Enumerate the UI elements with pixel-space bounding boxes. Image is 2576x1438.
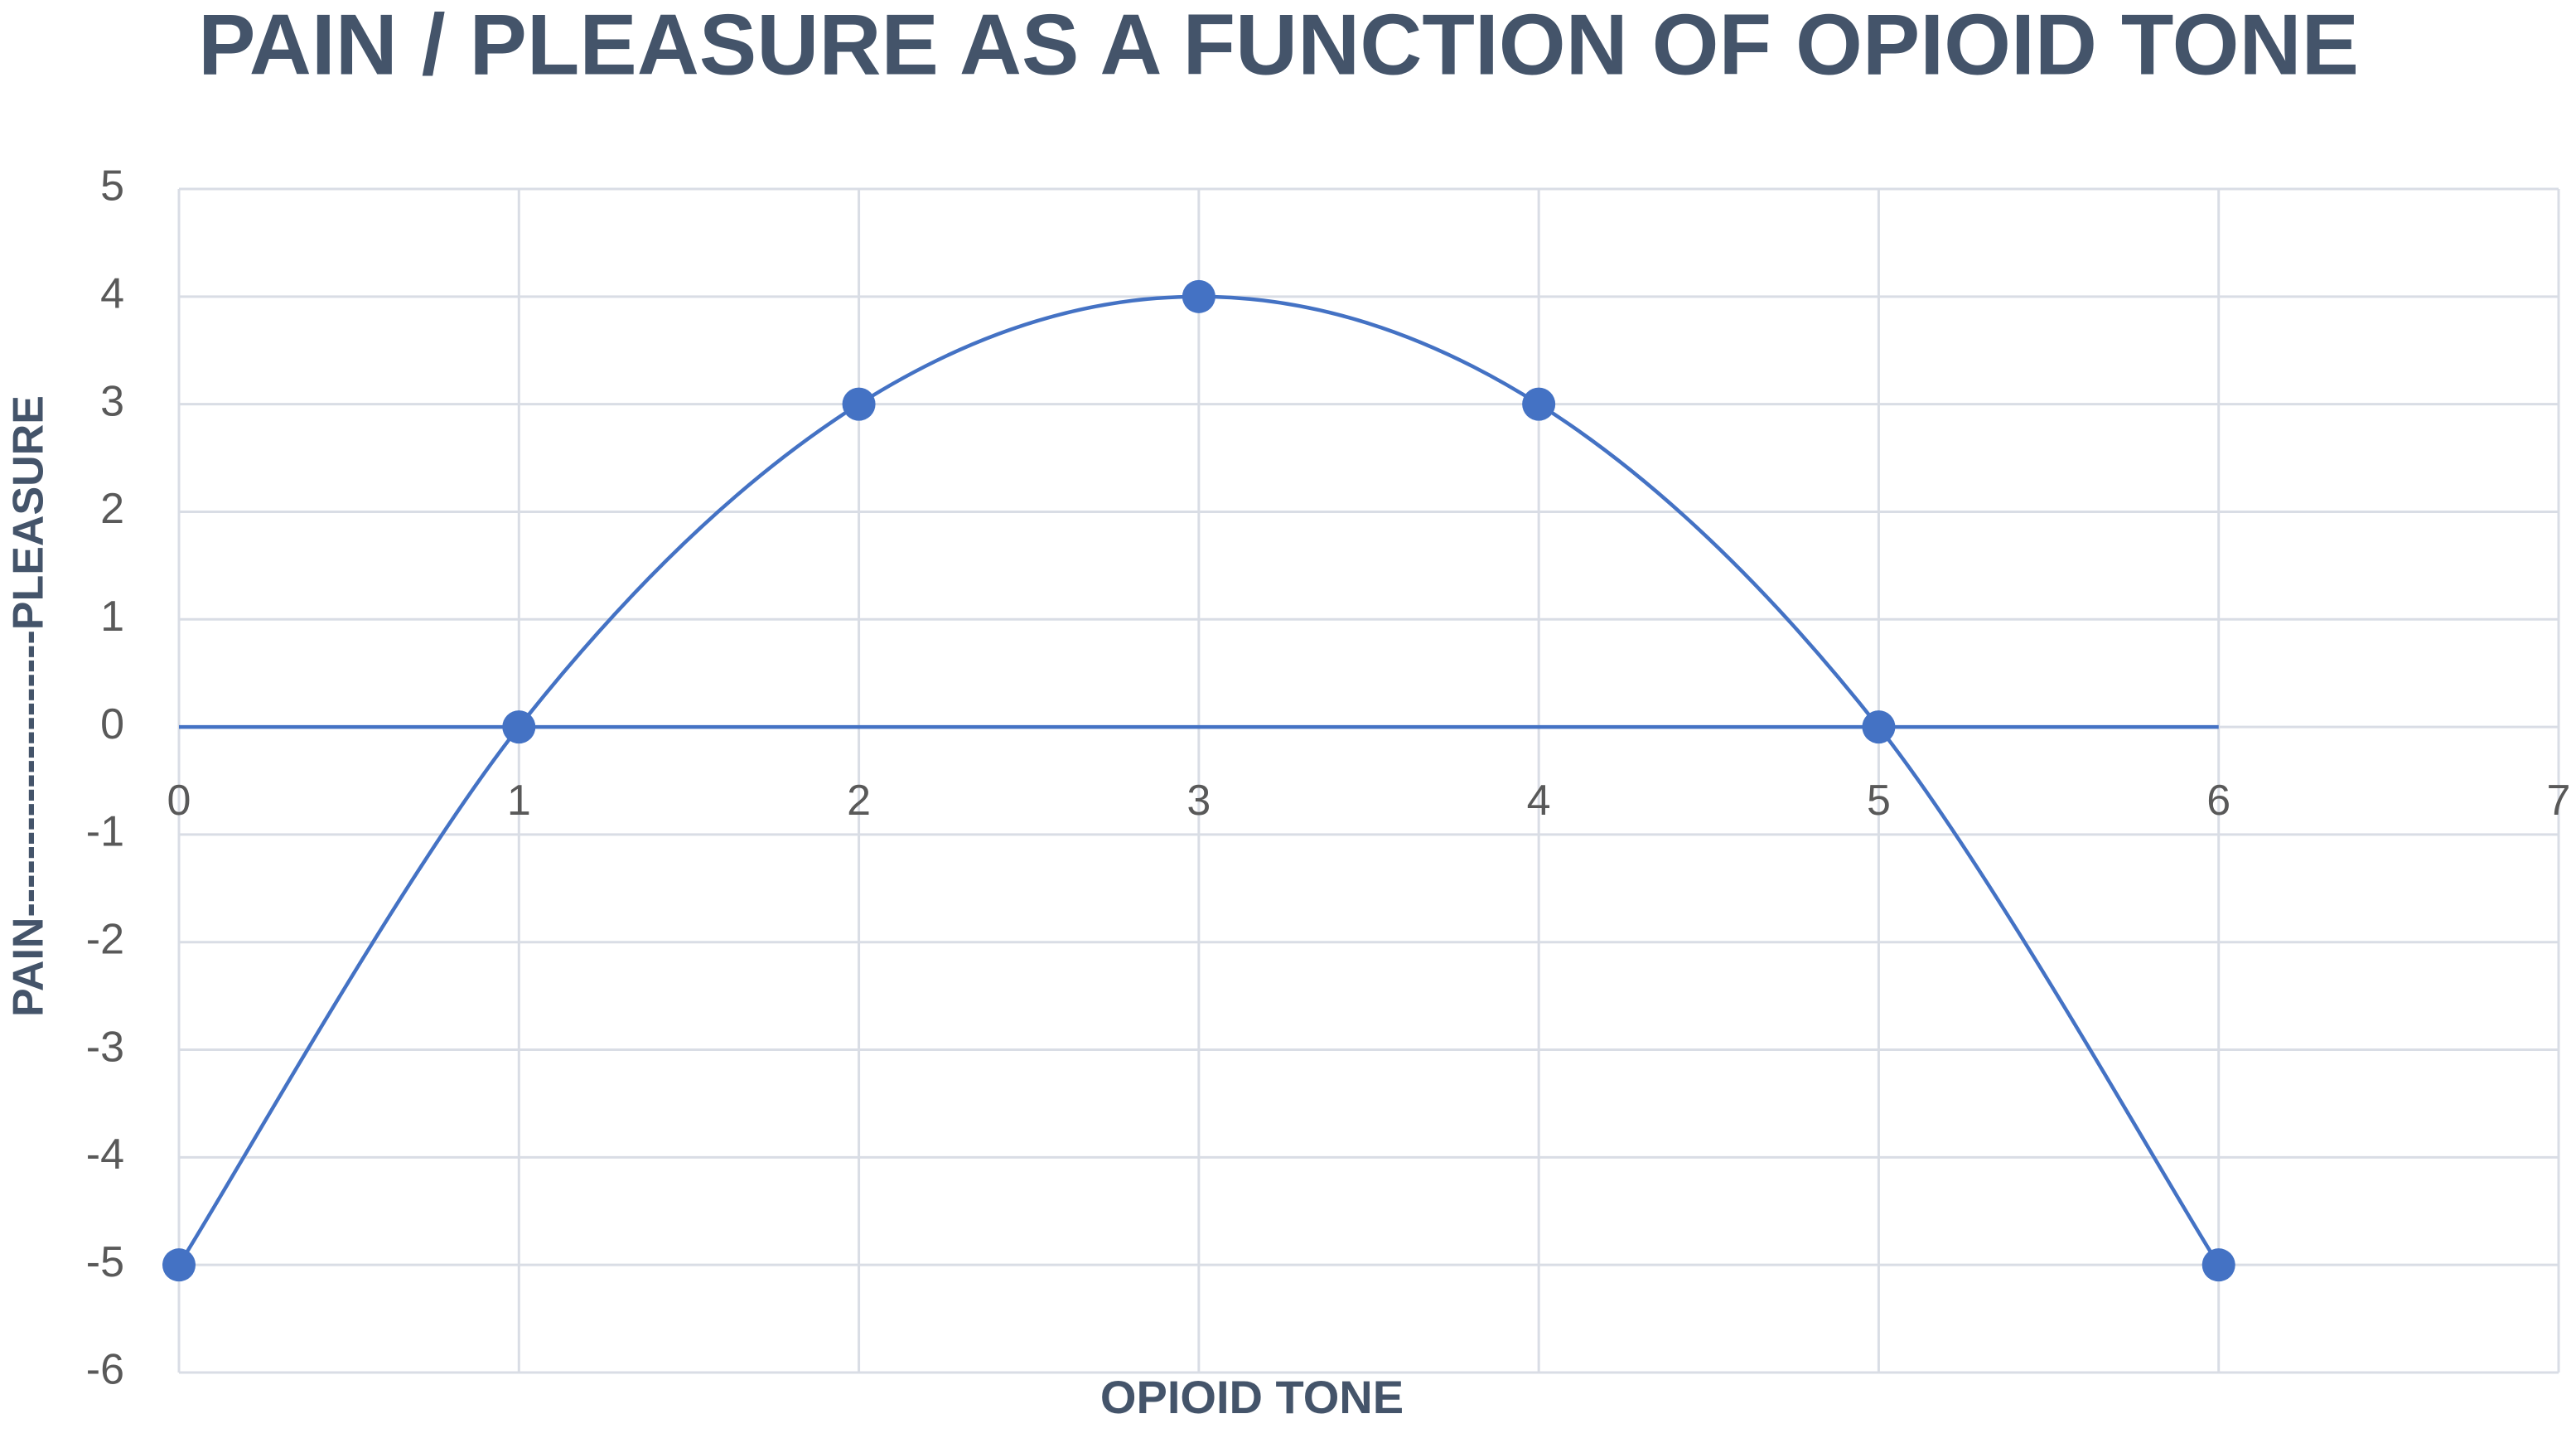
data-point xyxy=(2201,1248,2235,1282)
x-tick-label: 1 xyxy=(507,777,531,825)
x-tick-label: 6 xyxy=(2206,777,2230,825)
y-tick-label: 3 xyxy=(100,377,124,425)
data-point xyxy=(1522,387,1556,421)
data-point xyxy=(162,1248,196,1282)
x-tick-label: 2 xyxy=(847,777,871,825)
x-tick-label: 4 xyxy=(1527,777,1551,825)
y-tick-label: -2 xyxy=(86,915,124,963)
data-point xyxy=(842,387,876,421)
y-tick-label: -5 xyxy=(86,1238,124,1286)
y-tick-label: 0 xyxy=(100,700,124,748)
x-tick-label: 3 xyxy=(1187,777,1211,825)
y-tick-label: 4 xyxy=(100,270,124,318)
y-tick-label: 5 xyxy=(100,162,124,211)
grid xyxy=(177,187,2560,1374)
y-tick-label: -3 xyxy=(86,1023,124,1071)
y-tick-label: -1 xyxy=(86,808,124,856)
chart-title: PAIN / PLEASURE AS A FUNCTION OF OPIOID … xyxy=(198,0,2359,93)
data-point xyxy=(1182,279,1216,313)
y-axis-label: PAIN--------------------PLEASURE xyxy=(5,395,53,1017)
y-tick-label: -4 xyxy=(86,1131,124,1179)
y-tick-label: 2 xyxy=(100,485,124,533)
x-tick-label: 7 xyxy=(2547,777,2571,825)
x-tick-label: 0 xyxy=(167,777,191,825)
x-axis-label: OPIOID TONE xyxy=(1100,1371,1404,1423)
x-tick-label: 5 xyxy=(1867,777,1891,825)
y-tick-label: 1 xyxy=(100,593,124,641)
y-tick-label: -6 xyxy=(86,1346,124,1394)
